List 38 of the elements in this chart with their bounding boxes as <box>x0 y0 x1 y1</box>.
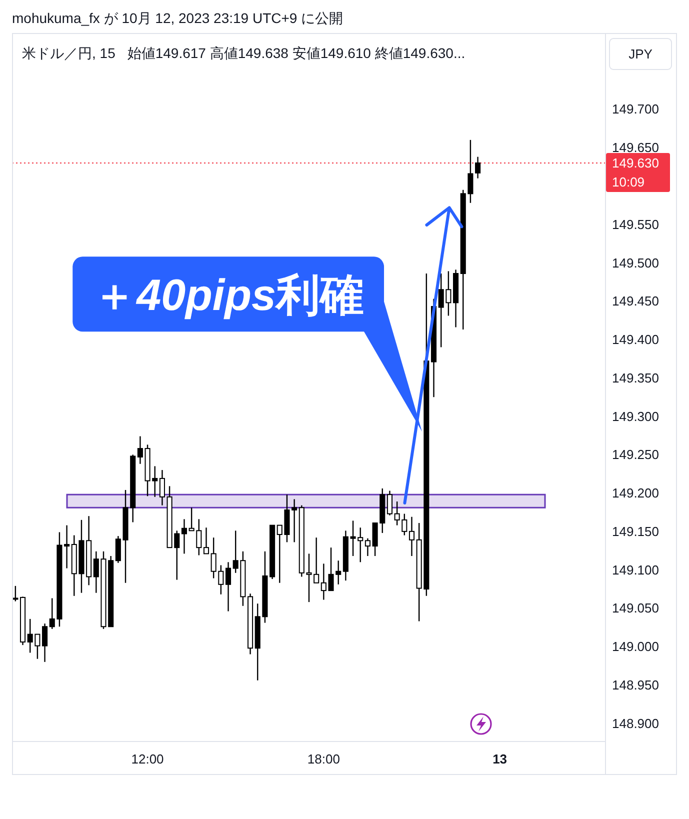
candlestick <box>64 524 70 569</box>
x-tick-label: 13 <box>492 752 508 766</box>
candlestick <box>292 498 298 543</box>
candlestick <box>408 516 415 557</box>
y-axis-title: JPY <box>628 46 653 62</box>
candlestick <box>364 538 370 557</box>
candlestick <box>159 469 165 506</box>
y-tick-label: 149.400 <box>612 332 659 348</box>
y-tick-label: 149.700 <box>612 102 659 117</box>
y-tick-label: 149.350 <box>612 370 659 386</box>
y-tick-label: 149.500 <box>612 255 659 270</box>
y-tick-label: 149.200 <box>612 486 659 501</box>
y-tick-label: 149.000 <box>612 639 659 654</box>
text: 始値149.617 高値149.638 安値149.610 終値149.630... <box>127 45 466 61</box>
y-tick-label: 149.650 <box>612 140 659 156</box>
y-tick-label: 149.300 <box>612 408 659 424</box>
candlestick <box>181 518 187 554</box>
y-tick-label: 148.900 <box>612 716 659 731</box>
text: 米ドル／円, 15 <box>22 45 116 61</box>
y-tick-label: 149.550 <box>612 216 659 232</box>
y-tick-label: 149.450 <box>612 294 659 309</box>
candlestick <box>137 436 143 464</box>
y-tick-label: 148.950 <box>612 677 659 692</box>
ref-line-label: 149.630 10:09 <box>612 155 659 190</box>
candlestick <box>475 156 481 179</box>
x-tick-label: 18:00 <box>307 752 340 766</box>
candlestick <box>42 622 48 663</box>
annotation: ＋40pips利確 <box>92 270 364 320</box>
candlestick <box>203 526 210 554</box>
y-tick-label: 149.150 <box>612 524 659 539</box>
candlestick <box>386 490 392 516</box>
y-tick-label: 149.050 <box>612 600 659 616</box>
candlestick <box>13 585 18 602</box>
y-tick-label: 149.250 <box>612 447 659 462</box>
y-tick-label: 149.100 <box>612 562 659 578</box>
candlestick <box>225 562 232 612</box>
x-tick-label: 12:00 <box>131 752 164 766</box>
text: mohukuma_fx が 10月 12, 2023 23:19 UTC+9 に公開 <box>12 10 344 26</box>
